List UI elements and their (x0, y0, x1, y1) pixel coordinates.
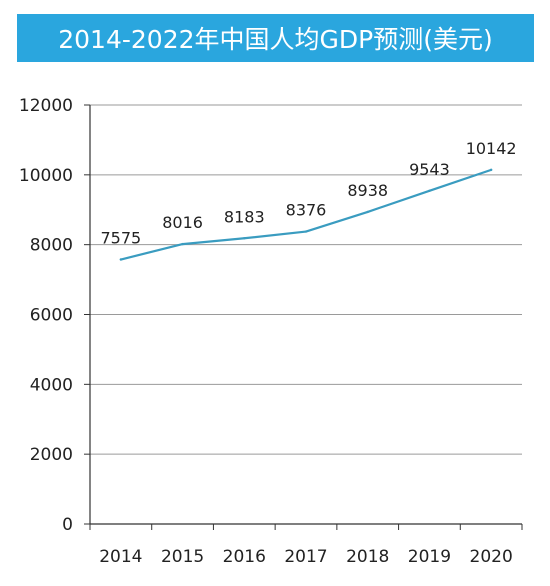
y-tick-label: 12000 (19, 96, 73, 116)
chart-title: 2014-2022年中国人均GDP预测(美元) (58, 25, 493, 54)
data-point (366, 210, 369, 214)
data-point (489, 168, 493, 172)
data-label: 8376 (286, 201, 327, 220)
x-tick-label: 2017 (284, 547, 327, 567)
y-tick-label: 8000 (30, 236, 73, 256)
y-tick-label: 0 (62, 515, 73, 535)
data-label: 7575 (100, 229, 141, 248)
y-tick-label: 6000 (30, 306, 73, 326)
axes (84, 104, 523, 530)
gridlines (90, 104, 522, 455)
y-tick-labels: 0 2000 4000 6000 8000 10000 12000 (19, 96, 73, 535)
data-label: 10142 (466, 139, 517, 158)
y-tick-label: 4000 (30, 375, 73, 395)
series-line (119, 168, 493, 261)
x-tick-label: 2019 (408, 547, 451, 567)
x-tick-label: 2018 (346, 547, 389, 567)
data-point (243, 237, 246, 240)
x-tick-labels: 2014 2015 2016 2017 2018 2019 2020 (99, 547, 513, 567)
y-tick-label: 10000 (19, 166, 73, 186)
data-point (119, 258, 123, 261)
data-label: 9543 (409, 160, 450, 179)
data-label: 8938 (347, 181, 388, 200)
data-point (181, 242, 184, 246)
x-tick-label: 2014 (99, 547, 142, 567)
data-point (428, 189, 431, 192)
data-label: 8183 (224, 207, 265, 226)
data-labels: 7575 8016 8183 8376 8938 9543 10142 (100, 139, 516, 248)
y-tick-label: 2000 (30, 445, 73, 465)
x-tick-label: 2020 (470, 547, 513, 567)
chart-title-banner: 2014-2022年中国人均GDP预测(美元) (17, 14, 534, 62)
data-label: 8016 (162, 213, 203, 232)
x-tick-label: 2016 (223, 547, 266, 567)
x-tick-label: 2015 (161, 547, 204, 567)
data-point (304, 230, 308, 233)
